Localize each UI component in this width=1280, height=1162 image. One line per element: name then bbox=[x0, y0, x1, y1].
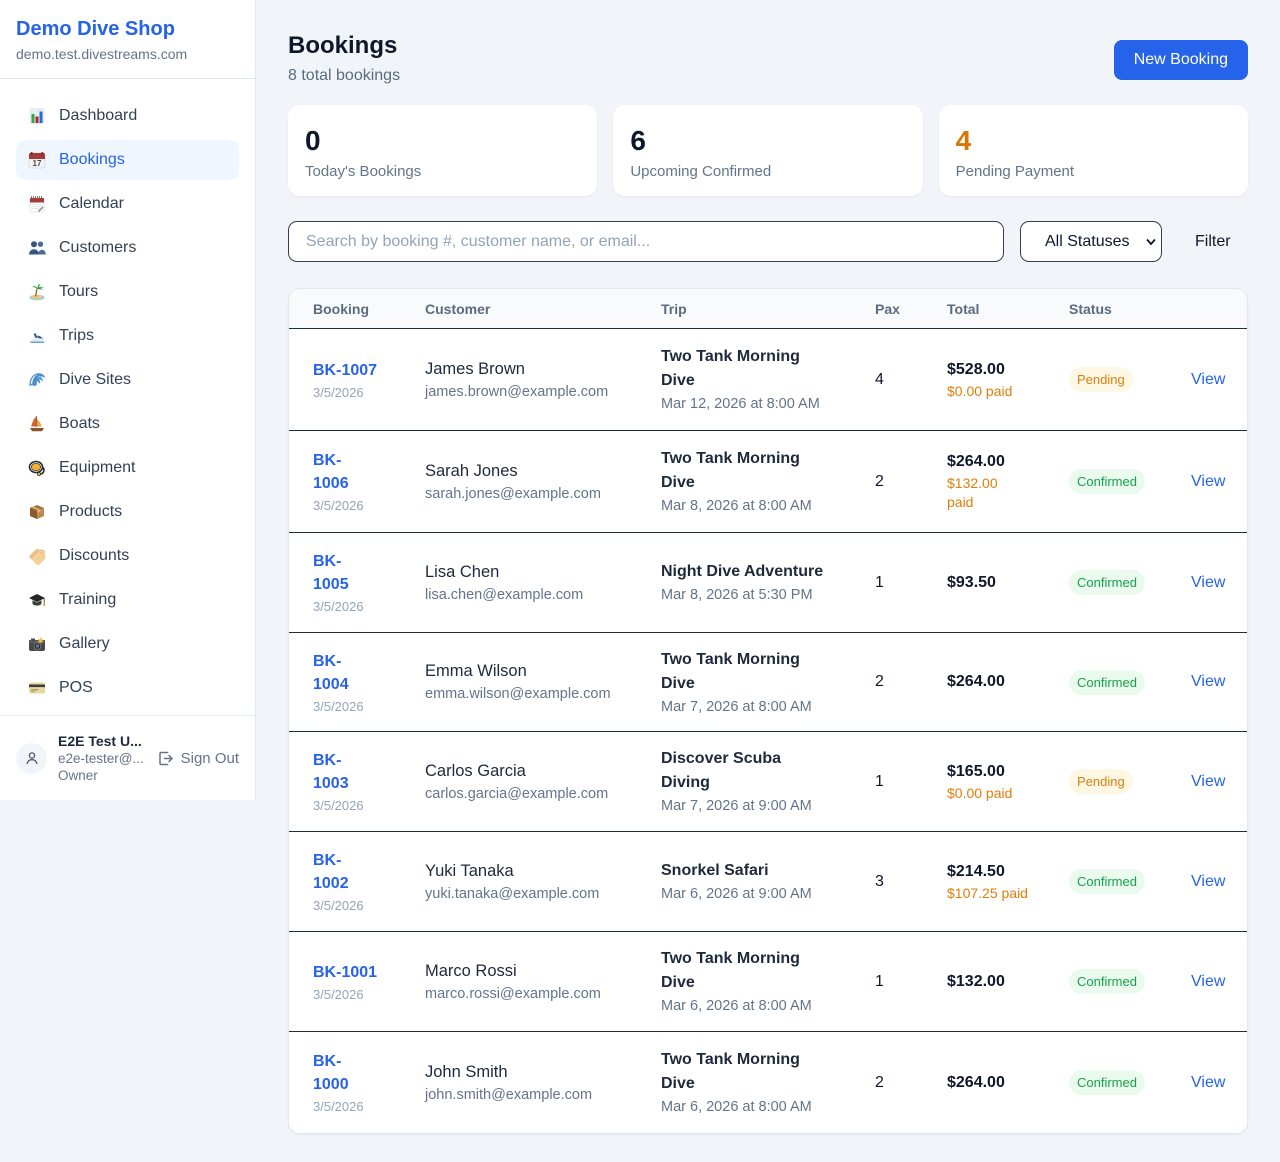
svg-text:17: 17 bbox=[33, 159, 42, 168]
